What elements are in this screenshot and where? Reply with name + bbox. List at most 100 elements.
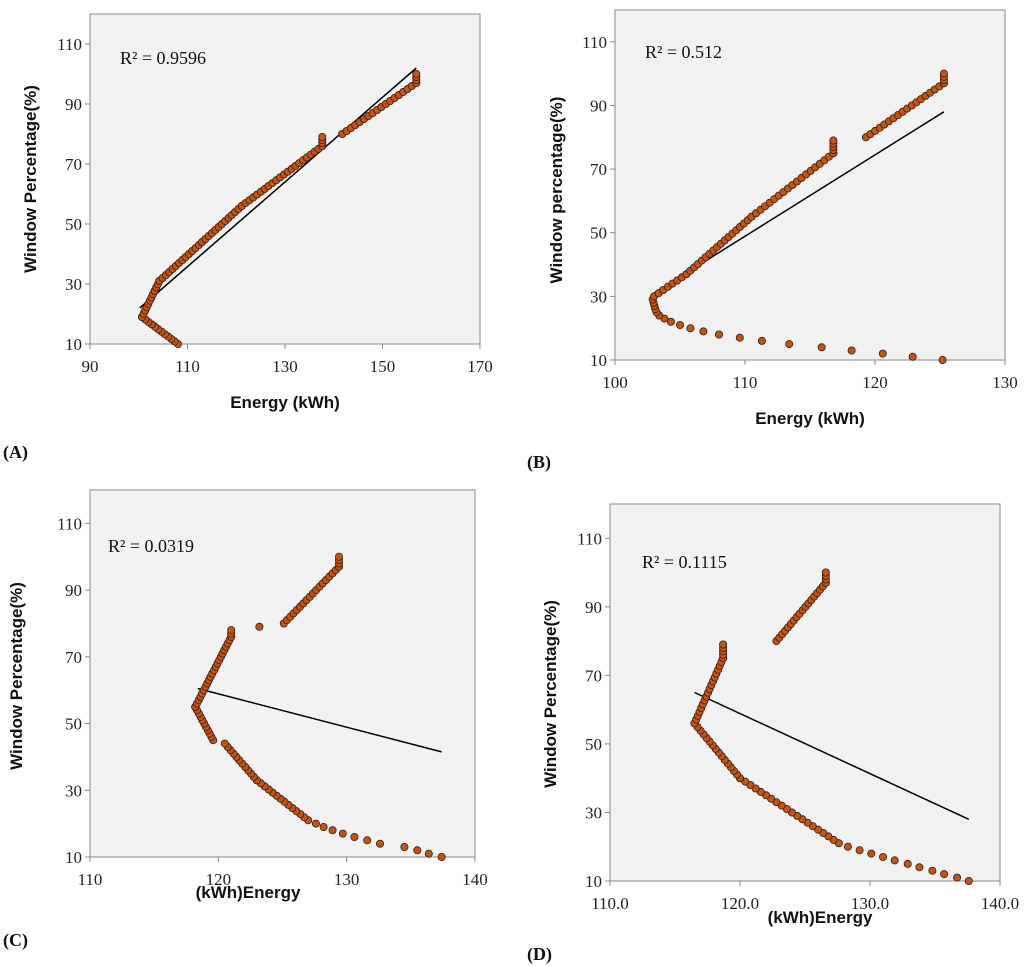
data-points-b (648, 69, 948, 364)
data-point-d (719, 640, 728, 649)
data-points-d (690, 568, 973, 886)
x-tick-label: 110 (175, 357, 200, 376)
data-point-b (666, 317, 675, 326)
data-point-b (686, 324, 695, 333)
y-tick-label: 70 (65, 648, 82, 667)
y-tick-label: 70 (65, 155, 82, 174)
data-point-d (855, 846, 864, 855)
y-tick-label: 90 (590, 96, 607, 115)
data-point-b (847, 346, 856, 355)
data-points-a (137, 70, 421, 348)
y-axis-label-d: Window Percentage(%) (541, 600, 560, 788)
x-tick-label: 140 (462, 870, 488, 889)
data-point-b (785, 340, 794, 349)
data-point-c (328, 826, 337, 835)
x-tick-label: 130 (992, 373, 1018, 392)
y-tick-label: 30 (590, 287, 607, 306)
trendline-d (694, 691, 970, 820)
r-squared-label-b: R² = 0.512 (645, 42, 722, 62)
y-tick-label: 50 (65, 715, 82, 734)
data-point-b (676, 320, 685, 329)
data-point-c (334, 552, 343, 561)
chart-panel-c: 110 120 130 140 10 30 50 70 90 110 R² = 0.0319 (k… (3, 489, 488, 951)
data-point-d (843, 842, 852, 851)
data-point-c (375, 839, 384, 848)
x-tick-label: 110.0 (591, 894, 629, 913)
data-point-a (318, 132, 327, 141)
data-point-c (350, 833, 359, 842)
data-point-b (699, 327, 708, 336)
data-point-b (908, 352, 917, 361)
data-point-d (928, 866, 937, 875)
x-axis-label-c: (kWh)Energy (196, 883, 301, 902)
data-point-c (220, 739, 229, 748)
trendline-c (197, 687, 442, 753)
data-points-c (191, 552, 446, 862)
data-point-c (338, 829, 347, 838)
data-point-b (938, 355, 947, 364)
x-tick-label: 130 (272, 357, 298, 376)
trendline-a (139, 67, 417, 309)
data-point-b (817, 343, 826, 352)
data-point-d (915, 863, 924, 872)
data-point-c (227, 626, 236, 635)
y-axis-label-c: Window Percentage(%) (7, 582, 26, 770)
y-tick-label: 10 (590, 351, 607, 370)
y-tick-label: 70 (590, 160, 607, 179)
data-point-d (867, 849, 876, 858)
data-point-d (890, 856, 899, 865)
y-tick-label: 50 (585, 735, 602, 754)
data-point-d (879, 853, 888, 862)
y-tick-label: 110 (577, 529, 602, 548)
panel-label-d: (D) (527, 944, 552, 965)
y-tick-label: 10 (585, 872, 602, 891)
r-squared-label-c: R² = 0.0319 (108, 536, 194, 556)
data-point-c (363, 836, 372, 845)
y-tick-label: 30 (585, 803, 602, 822)
r-squared-label-d: R² = 0.1115 (642, 552, 727, 572)
data-point-c (319, 823, 328, 832)
y-tick-label: 50 (65, 215, 82, 234)
panel-label-c: (C) (3, 930, 28, 951)
y-tick-label: 30 (65, 275, 82, 294)
y-tick-label: 30 (65, 781, 82, 800)
x-tick-label: 170 (467, 357, 493, 376)
y-tick-label: 70 (585, 666, 602, 685)
y-tick-label: 90 (65, 95, 82, 114)
data-point-b (878, 349, 887, 358)
x-tick-label: 100 (602, 373, 628, 392)
data-point-b (829, 136, 838, 145)
data-point-b (757, 336, 766, 345)
x-tick-label: 120 (206, 870, 232, 889)
chart-panel-b: 100 110 120 130 10 30 50 70 90 110 R² = 0.512 Ene… (527, 9, 1018, 473)
x-axis-label-a: Energy (kWh) (230, 393, 340, 412)
data-point-b (735, 333, 744, 342)
data-point-c (437, 853, 446, 862)
y-tick-label: 10 (65, 335, 82, 354)
r-squared-label-a: R² = 0.9596 (120, 48, 206, 68)
x-tick-label: 140.0 (981, 894, 1019, 913)
data-point-a (412, 70, 421, 79)
data-point-d (940, 870, 949, 879)
y-tick-label: 10 (65, 848, 82, 867)
panel-label-a: (A) (3, 442, 28, 463)
y-tick-label: 90 (65, 581, 82, 600)
y-tick-label: 110 (57, 514, 82, 533)
x-tick-label: 90 (82, 357, 99, 376)
x-tick-label: 130 (334, 870, 360, 889)
y-axis-label-a: Window Percentage(%) (21, 85, 40, 273)
data-point-c (424, 849, 433, 858)
chart-panel-d: 110.0 120.0 130.0 140.0 10 30 50 70 90 110 R² = 0… (527, 503, 1019, 965)
x-tick-label: 120.0 (721, 894, 759, 913)
data-point-c (255, 622, 264, 631)
x-tick-label: 130.0 (851, 894, 889, 913)
data-point-c (400, 843, 409, 852)
panel-label-b: (B) (527, 452, 551, 473)
data-point-d (903, 859, 912, 868)
y-axis-label-b: Window percentage(%) (547, 97, 566, 284)
x-tick-label: 110 (733, 373, 758, 392)
data-point-b (715, 330, 724, 339)
data-point-c (311, 819, 320, 828)
y-tick-label: 90 (585, 598, 602, 617)
